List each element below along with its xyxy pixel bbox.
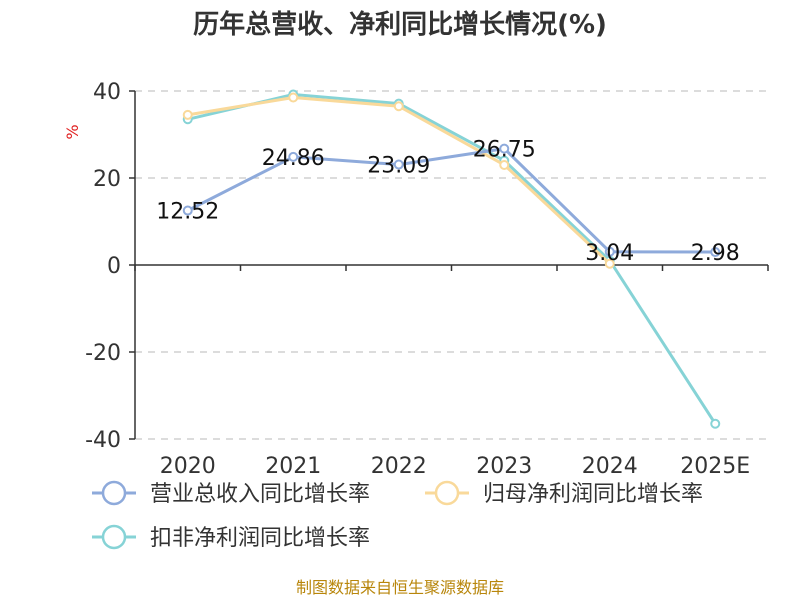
data-point	[393, 101, 404, 112]
data-point	[710, 418, 721, 429]
data-point	[288, 92, 299, 103]
y-tick-label: 40	[93, 80, 121, 105]
x-tick-label: 2021	[265, 454, 321, 479]
data-point	[393, 159, 404, 170]
data-point	[604, 246, 615, 257]
legend-marker	[101, 480, 127, 506]
data-label: 23.09	[367, 154, 430, 179]
x-tick-label: 2024	[582, 454, 638, 479]
y-tick-label: 0	[107, 254, 121, 279]
data-label: 2.98	[691, 241, 740, 266]
data-point	[499, 159, 510, 170]
series-line	[187, 96, 611, 265]
legend-item: 归母净利润同比增长率	[425, 480, 703, 507]
y-axis-unit: %	[63, 124, 82, 139]
series-line	[187, 93, 717, 425]
data-point	[182, 109, 193, 120]
axes: 40 20 0 -20 -40 2020 2021 2022 2023 2024 2025E	[85, 80, 769, 479]
data-label: 26.75	[473, 138, 536, 163]
x-tick-label: 2022	[371, 454, 427, 479]
x-tick-label: 2023	[476, 454, 532, 479]
source-note: 制图数据来自恒生聚源数据库	[296, 578, 504, 597]
data-point	[288, 151, 299, 162]
y-tick-label: -40	[85, 428, 121, 453]
legend-label: 扣非净利润同比增长率	[150, 526, 370, 551]
y-tick-label: -20	[85, 341, 121, 366]
chart-title: 历年总营收、净利同比增长情况(%)	[193, 9, 607, 40]
data-labels: 12.52 24.86 23.09 26.75 3.04 2.98	[156, 138, 739, 266]
data-label: 3.04	[585, 241, 634, 266]
legend-label: 归母净利润同比增长率	[483, 482, 703, 507]
legend-marker	[434, 480, 460, 506]
x-tick-label: 2020	[160, 454, 216, 479]
data-label: 12.52	[156, 200, 219, 225]
grid-lines	[135, 90, 768, 440]
y-tick-label: 20	[93, 167, 121, 192]
x-tick-label: 2025E	[680, 454, 750, 479]
legend-label: 营业总收入同比增长率	[150, 482, 370, 507]
legend-item: 营业总收入同比增长率	[92, 480, 370, 507]
series-line	[187, 147, 716, 254]
data-point	[604, 258, 615, 269]
legend-marker	[101, 524, 127, 550]
series-lines	[182, 89, 721, 429]
data-point	[499, 143, 510, 154]
data-label: 24.86	[262, 146, 325, 171]
legend-item: 扣非净利润同比增长率	[92, 524, 370, 551]
data-point	[710, 247, 721, 258]
data-point	[182, 205, 193, 216]
